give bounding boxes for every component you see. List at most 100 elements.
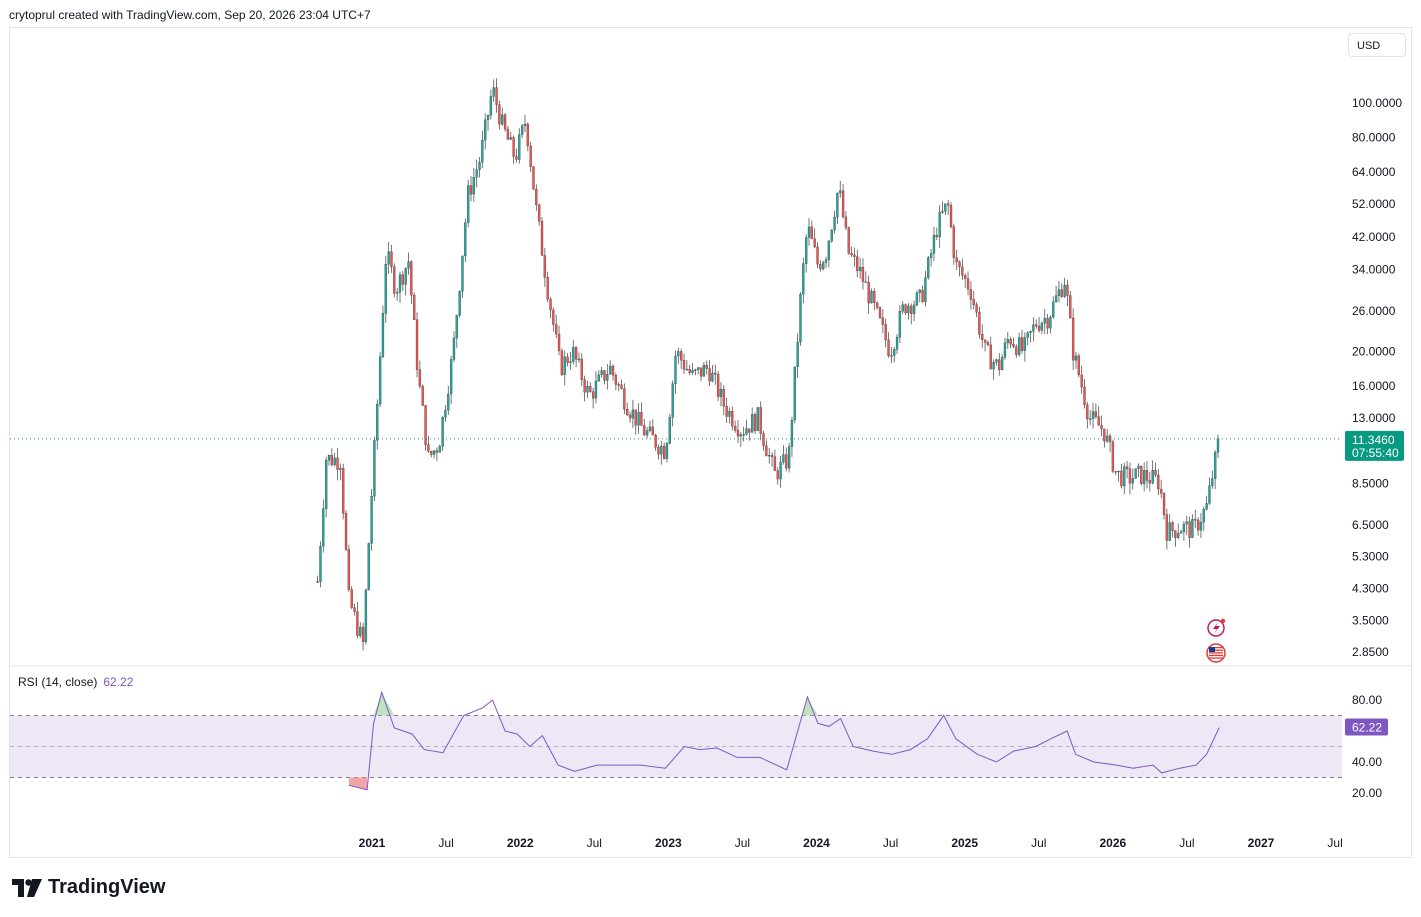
candle-body-up bbox=[995, 359, 998, 363]
candle-body-down bbox=[1154, 470, 1157, 476]
candle-body-up bbox=[907, 305, 910, 314]
candle bbox=[1165, 508, 1169, 550]
candle bbox=[876, 301, 879, 310]
candle bbox=[540, 217, 544, 256]
candle bbox=[941, 201, 944, 215]
candle bbox=[1160, 479, 1163, 499]
rsi-badge-bg bbox=[1345, 718, 1388, 736]
rsi-legend[interactable]: RSI (14, close) 62.22 bbox=[18, 675, 133, 689]
rsi-oversold-fill bbox=[348, 777, 368, 790]
candle bbox=[381, 305, 385, 359]
candle-body-up bbox=[378, 356, 382, 405]
candle bbox=[674, 350, 677, 394]
candle bbox=[1208, 477, 1211, 505]
candle bbox=[1134, 468, 1137, 479]
candle bbox=[830, 229, 833, 243]
candle-body-up bbox=[467, 185, 470, 223]
candle bbox=[1100, 415, 1103, 437]
candle-body-down bbox=[1009, 339, 1012, 345]
candle-body-down bbox=[506, 129, 510, 140]
candle-body-down bbox=[515, 156, 518, 160]
candle bbox=[350, 586, 353, 610]
candle-body-down bbox=[1071, 317, 1075, 361]
candle-body-down bbox=[1140, 465, 1143, 484]
candle bbox=[538, 203, 541, 226]
candle-body-down bbox=[421, 385, 424, 406]
candle bbox=[546, 271, 549, 303]
candle-body-up bbox=[1142, 470, 1146, 484]
candle-body-down bbox=[413, 294, 416, 321]
candle bbox=[342, 463, 345, 520]
candle bbox=[836, 192, 839, 224]
candle-body-up bbox=[492, 87, 495, 97]
candle-body-up bbox=[387, 251, 390, 265]
candle bbox=[327, 454, 331, 466]
candle bbox=[654, 433, 657, 451]
candle bbox=[478, 156, 481, 178]
candle bbox=[799, 291, 802, 346]
candle-body-up bbox=[833, 216, 836, 231]
currency-button[interactable]: USD bbox=[1348, 33, 1406, 57]
candle bbox=[390, 244, 393, 273]
candle-body-down bbox=[623, 388, 626, 410]
candle-body-down bbox=[1125, 466, 1129, 470]
tradingview-logo[interactable]: TradingView bbox=[12, 876, 165, 899]
price-tick-label: 2.8500 bbox=[1352, 645, 1389, 659]
candle bbox=[910, 303, 913, 325]
candle-body-down bbox=[819, 264, 822, 270]
candle-body-up bbox=[648, 426, 652, 431]
candle-body-down bbox=[708, 368, 711, 382]
candle bbox=[1108, 433, 1112, 453]
candle bbox=[1120, 463, 1123, 489]
candle-body-up bbox=[790, 419, 794, 447]
candle bbox=[873, 288, 876, 311]
candle bbox=[413, 292, 416, 321]
candle-body-up bbox=[597, 374, 600, 382]
candle-body-down bbox=[512, 137, 515, 157]
candle-body-up bbox=[1202, 509, 1205, 523]
candle-body-down bbox=[966, 278, 970, 290]
tradingview-logo-text: TradingView bbox=[48, 876, 166, 898]
candlestick-series bbox=[316, 78, 1220, 651]
candle bbox=[1032, 317, 1035, 342]
chart-frame bbox=[9, 27, 1412, 858]
candle-body-up bbox=[1117, 470, 1120, 473]
candle bbox=[640, 402, 643, 426]
candle bbox=[535, 184, 538, 211]
candle bbox=[449, 355, 453, 405]
candle-body-up bbox=[1177, 533, 1180, 538]
candle-body-up bbox=[932, 235, 936, 254]
candle bbox=[847, 226, 850, 255]
time-tick-label: Jul bbox=[1031, 836, 1046, 850]
candle-body-down bbox=[603, 370, 606, 381]
candle-body-down bbox=[878, 307, 882, 318]
candle bbox=[688, 364, 691, 376]
candle-body-down bbox=[736, 430, 740, 437]
candle-body-down bbox=[1060, 289, 1063, 297]
candle-body-down bbox=[657, 447, 660, 455]
candle bbox=[643, 418, 646, 436]
candle-body-up bbox=[915, 292, 919, 306]
price-tick-label: 5.3000 bbox=[1352, 549, 1389, 563]
candle bbox=[702, 361, 706, 377]
candle bbox=[1060, 283, 1063, 299]
candle bbox=[606, 364, 609, 390]
candle-body-down bbox=[816, 246, 819, 265]
candle bbox=[736, 419, 740, 444]
candle-body-up bbox=[501, 114, 504, 125]
candle-body-down bbox=[989, 344, 992, 370]
price-badge-bg bbox=[1345, 430, 1404, 461]
candle bbox=[981, 324, 984, 348]
rsi-legend-value: 62.22 bbox=[103, 675, 134, 689]
candle bbox=[708, 360, 711, 387]
candle bbox=[1003, 337, 1007, 360]
candle bbox=[694, 368, 697, 376]
candle-body-up bbox=[1211, 478, 1214, 486]
candle-body-up bbox=[1003, 342, 1007, 358]
candle-body-up bbox=[671, 383, 674, 418]
candle bbox=[864, 271, 867, 283]
candle bbox=[1131, 468, 1134, 490]
